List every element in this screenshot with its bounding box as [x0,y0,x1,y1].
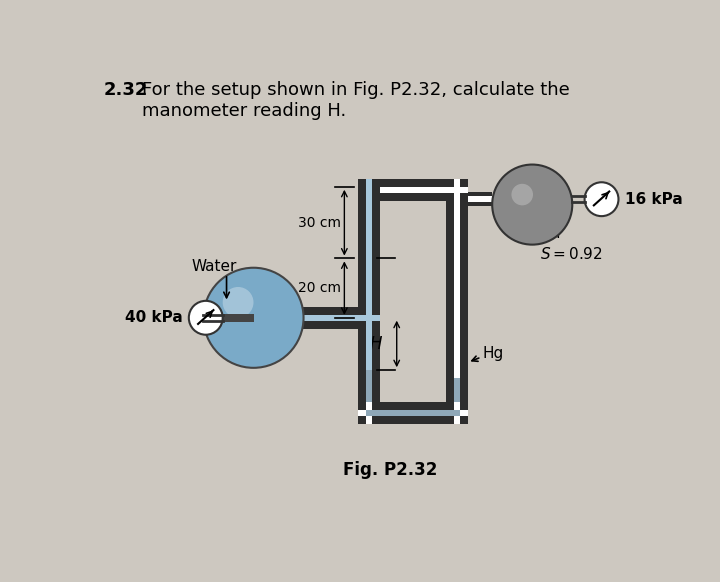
Circle shape [204,268,304,368]
Text: 2.32: 2.32 [104,81,148,100]
Text: 40 kPa: 40 kPa [125,310,183,325]
Bar [366,179,372,424]
Bar [366,370,372,403]
Bar [359,410,467,416]
Circle shape [511,184,533,205]
Circle shape [585,182,618,216]
Circle shape [222,287,253,318]
Bar [278,315,379,321]
Bar [454,179,460,424]
Text: Oil
$S = 0.92$: Oil $S = 0.92$ [540,226,603,262]
Text: 16 kPa: 16 kPa [625,191,683,207]
Text: Fig. P2.32: Fig. P2.32 [343,462,437,479]
Text: 20 cm: 20 cm [297,281,341,295]
Circle shape [492,165,572,244]
Circle shape [189,301,222,335]
Bar [366,410,460,416]
Text: 30 cm: 30 cm [297,216,341,230]
Text: $H$: $H$ [369,335,383,353]
Bar [359,403,467,424]
Text: Hg: Hg [483,346,504,361]
Bar [278,315,379,321]
Text: For the setup shown in Fig. P2.32, calculate the
manometer reading H.: For the setup shown in Fig. P2.32, calcu… [142,81,570,120]
Bar [379,187,467,193]
Bar [454,378,460,403]
Bar [467,196,492,203]
Bar [467,192,492,206]
Bar [446,179,467,424]
Bar [366,179,372,370]
Bar [379,179,467,201]
Text: Water: Water [192,258,238,274]
Bar [278,307,379,329]
Bar [222,314,253,322]
Bar [359,179,379,424]
